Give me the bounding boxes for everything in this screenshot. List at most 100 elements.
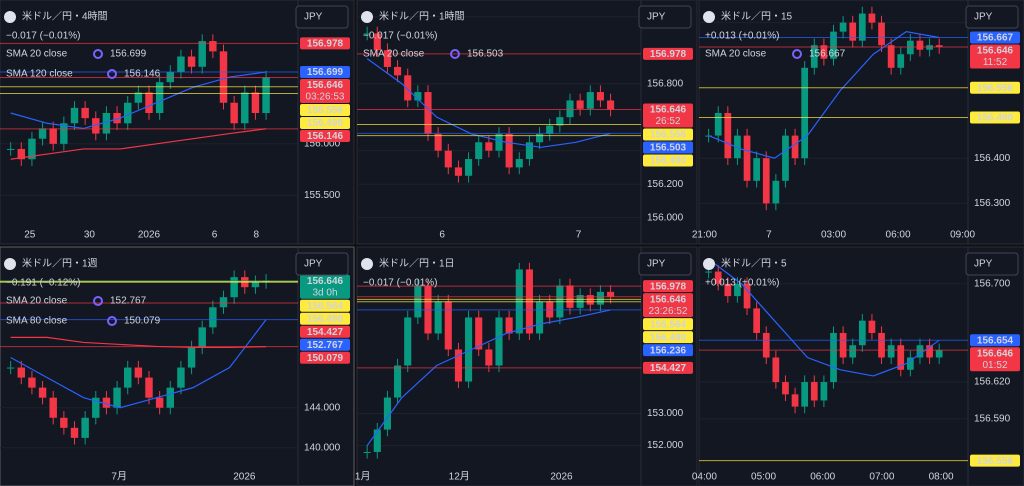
- price-tag: [300, 274, 350, 299]
- price-tag-timer: 3d 0h: [312, 287, 337, 298]
- price-tag-label: 156.146: [307, 131, 344, 142]
- candle-body: [166, 387, 175, 408]
- candle-body: [734, 283, 741, 297]
- candle-body: [198, 41, 206, 67]
- currency-label: JPY: [647, 259, 666, 270]
- x-tick-label: 6: [212, 230, 218, 241]
- candle-body: [209, 307, 217, 328]
- price-tag-label: 154.427: [650, 363, 687, 374]
- price-tag-label: 156.564: [650, 319, 687, 330]
- candle-body: [772, 180, 780, 204]
- price-tag: [643, 293, 693, 318]
- chart-panel: 155.500 156.000 25 30 2026 6 8 156.978 156.699 15…: [0, 0, 355, 245]
- candle-body: [198, 327, 206, 348]
- price-tag: [643, 103, 693, 128]
- candle-body: [839, 22, 847, 32]
- candle-body: [113, 387, 121, 408]
- x-tick-label: 7: [766, 230, 772, 241]
- currency-button[interactable]: [295, 252, 349, 276]
- candle-body: [102, 113, 111, 134]
- symbol-title: 米ドル／円・1日: [379, 257, 455, 270]
- symbol-title: 米ドル／円・4時間: [22, 10, 108, 23]
- candle-body: [858, 320, 866, 346]
- y-tick-label: 156.620: [974, 377, 1011, 388]
- candle-body: [772, 357, 780, 383]
- price-tag: [300, 37, 350, 50]
- candle-body: [145, 92, 153, 113]
- currency-button[interactable]: [965, 5, 1019, 29]
- sma-line: [708, 31, 940, 159]
- candle-body: [878, 22, 885, 46]
- candle-body: [177, 367, 185, 388]
- candle-body: [849, 345, 857, 358]
- candle-body: [839, 332, 847, 358]
- price-tag-label: 156.646: [650, 105, 687, 116]
- x-tick-label: 25: [24, 230, 36, 241]
- price-tag-label: 156.490: [650, 156, 687, 167]
- candle-body: [187, 56, 196, 67]
- candle-body: [394, 365, 402, 398]
- candle-body: [113, 113, 121, 124]
- candle-body: [251, 92, 260, 113]
- candle-body: [38, 387, 47, 398]
- candle-body: [444, 301, 452, 350]
- candle-body: [714, 113, 722, 136]
- price-tag: [643, 344, 693, 357]
- x-tick-label: 2026: [550, 472, 573, 483]
- x-tick-label: 03:00: [821, 230, 846, 241]
- currency-label: JPY: [974, 259, 993, 270]
- symbol-icon: [361, 11, 373, 23]
- candle-body: [897, 54, 905, 68]
- candle-body: [81, 417, 89, 438]
- y-tick-label: 156.000: [647, 212, 684, 223]
- indicator-value: 156.699: [110, 49, 147, 60]
- sma-line: [10, 319, 267, 409]
- candle-body: [878, 332, 885, 358]
- candle-body: [38, 128, 47, 139]
- price-tag: [300, 79, 350, 104]
- candle-body: [475, 317, 483, 350]
- y-tick-label: 144.000: [304, 402, 341, 413]
- candle-body: [810, 382, 818, 401]
- candle-body: [123, 102, 132, 124]
- candle-body: [791, 394, 799, 407]
- candle-body: [830, 332, 837, 383]
- currency-button[interactable]: [295, 5, 349, 29]
- x-tick-label: 04:00: [692, 472, 717, 483]
- symbol-icon: [703, 11, 715, 23]
- price-tag: [970, 334, 1020, 347]
- candle-body: [60, 123, 68, 144]
- candle-body: [556, 117, 564, 126]
- x-tick-label: 05:00: [751, 472, 776, 483]
- candle-body: [49, 397, 57, 418]
- sma-line: [10, 336, 267, 349]
- indicator-icon: [107, 316, 117, 326]
- chart-panel: 156.700156.400156.30021:00703:0006:0009:…: [692, 0, 1024, 245]
- price-tag: [643, 331, 693, 344]
- price-tag-label: 156.564: [307, 301, 344, 312]
- y-tick-label: 156.800: [647, 78, 684, 89]
- currency-button[interactable]: [638, 5, 692, 29]
- price-tag: [300, 338, 350, 351]
- indicator-icon: [107, 69, 117, 79]
- symbol-title: 米ドル／円・1時間: [379, 10, 465, 23]
- candle-body: [724, 283, 732, 297]
- symbol-title: 米ドル／円・15: [721, 10, 793, 23]
- currency-label: JPY: [974, 12, 993, 23]
- candle-body: [145, 377, 153, 398]
- panel-bg: [356, 0, 698, 245]
- candle-body: [868, 320, 876, 333]
- currency-button[interactable]: [638, 252, 692, 276]
- price-tag: [970, 44, 1020, 69]
- candle-body: [219, 297, 228, 308]
- x-tick-label: 12月: [449, 471, 470, 483]
- candle-body: [102, 397, 111, 408]
- indicator-name: SMA 20 close: [705, 49, 767, 60]
- candle-body: [230, 102, 238, 124]
- price-tag: [300, 117, 350, 130]
- candle-body: [155, 397, 164, 408]
- currency-button[interactable]: [965, 252, 1019, 276]
- y-tick-label: 156.200: [647, 179, 684, 190]
- candle-body: [6, 367, 15, 369]
